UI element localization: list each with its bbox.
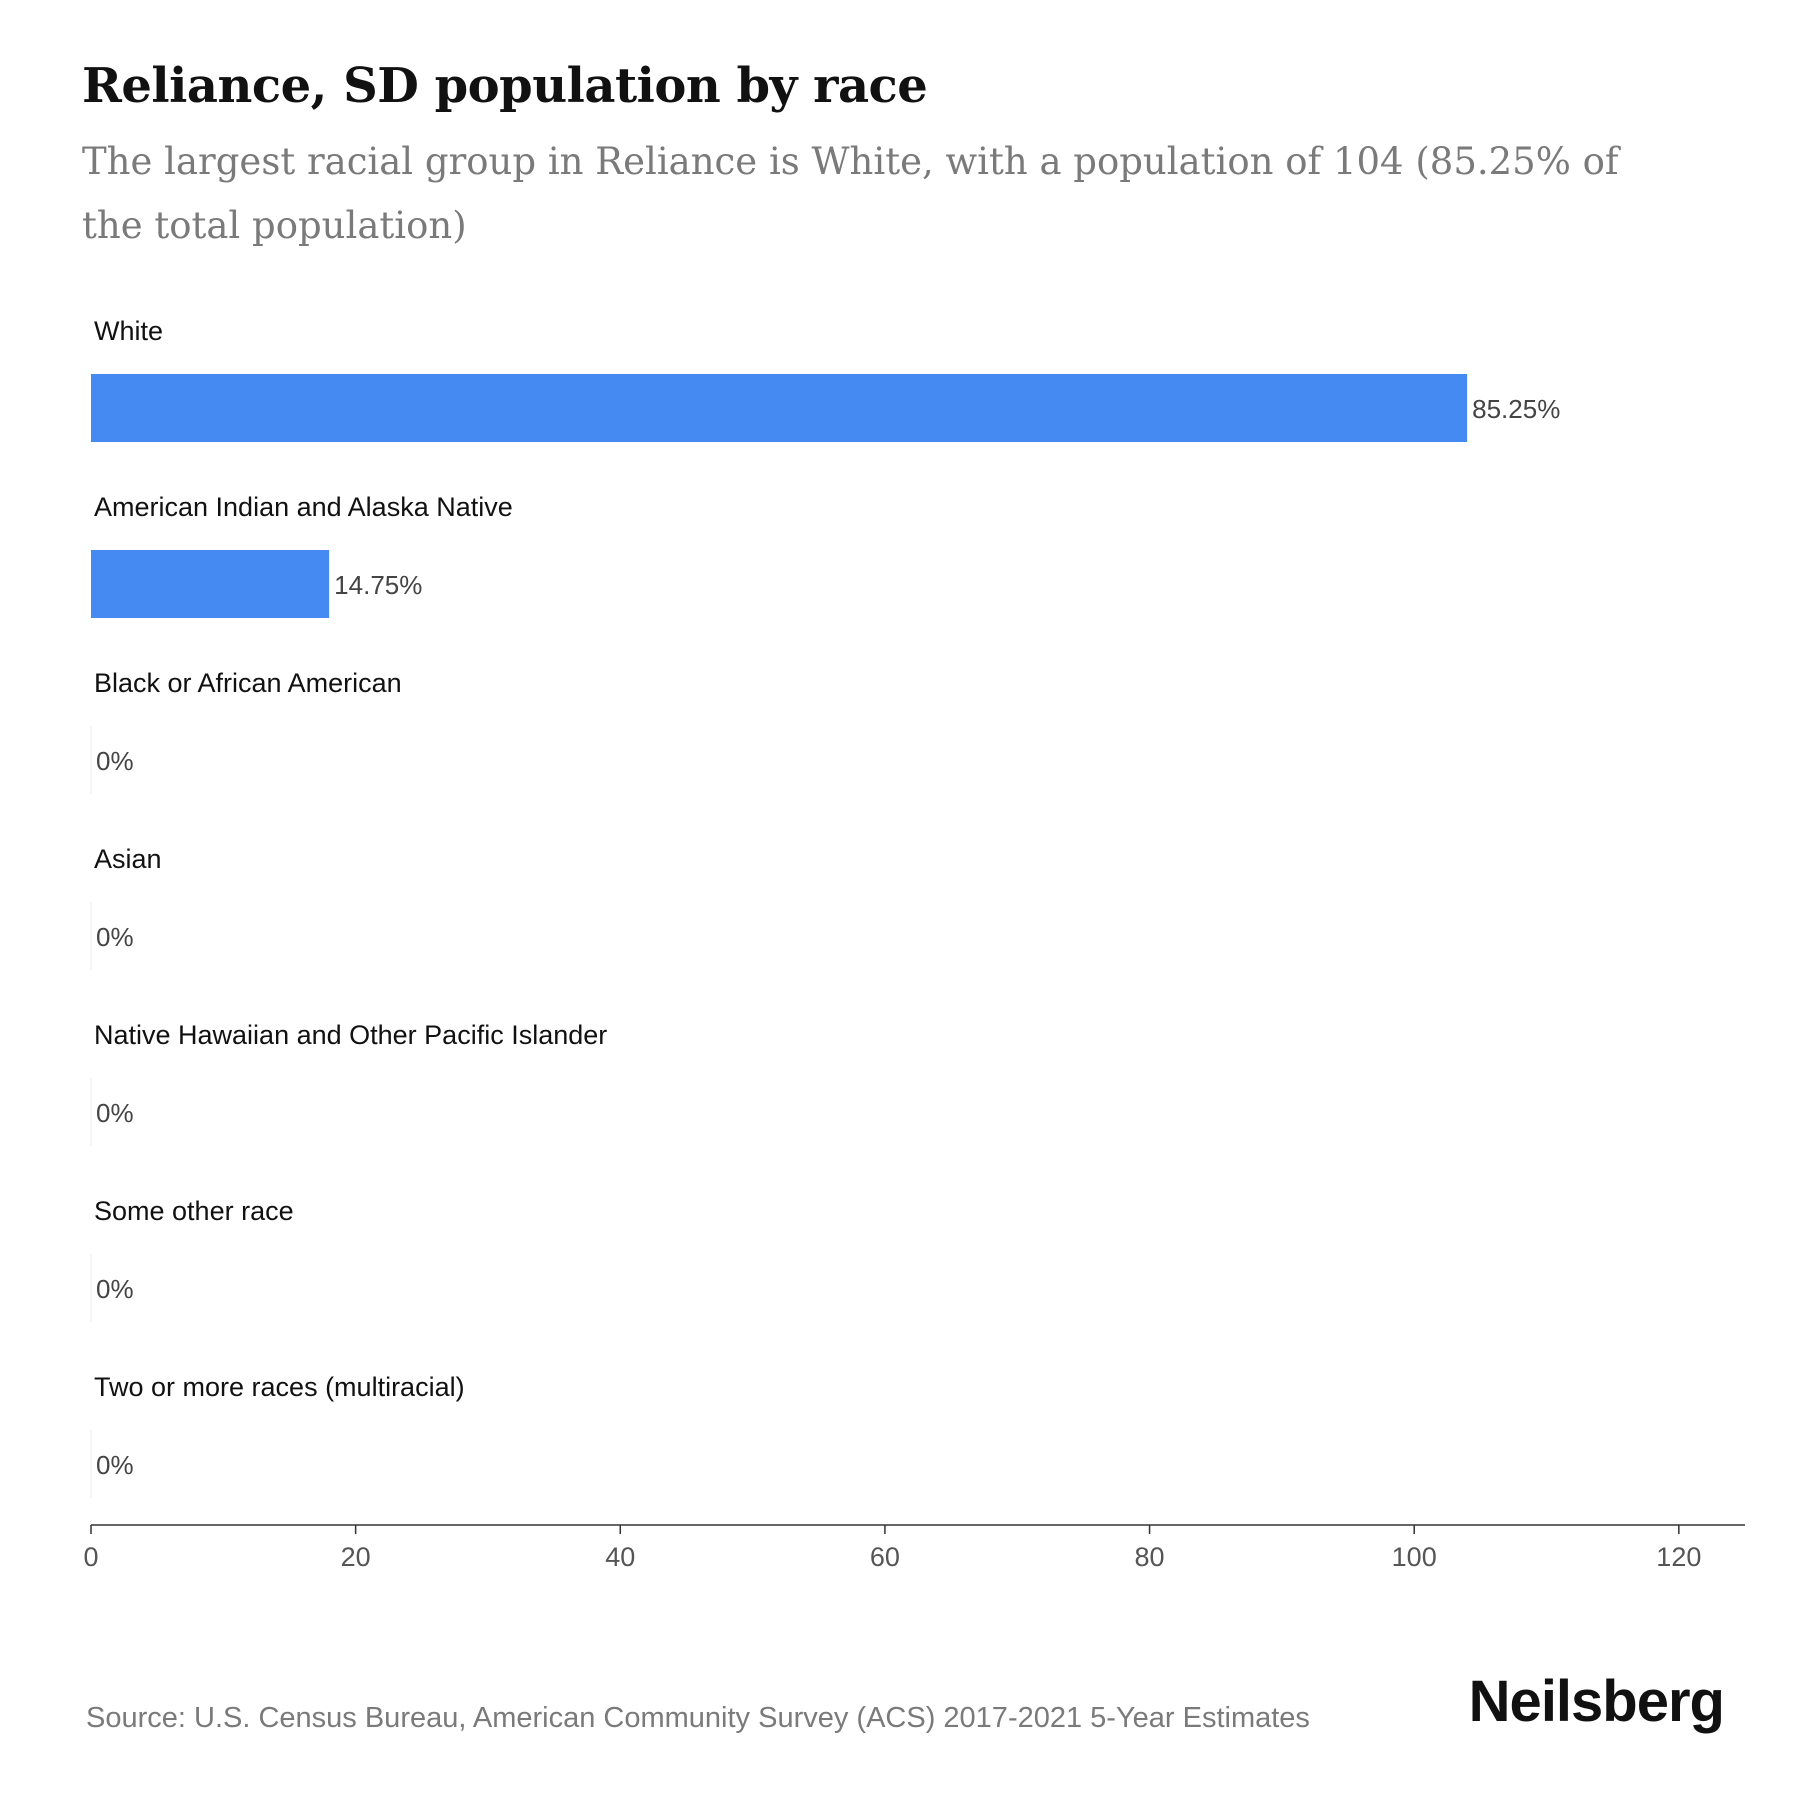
- category-label: Black or African American: [94, 668, 402, 698]
- x-tick-label: 80: [1135, 1542, 1165, 1572]
- data-label: 14.75%: [334, 570, 422, 600]
- category-label: American Indian and Alaska Native: [94, 492, 513, 522]
- x-tick-label: 20: [341, 1542, 371, 1572]
- bar: [91, 550, 330, 618]
- chart-subtitle: The largest racial group in Reliance is …: [82, 140, 1619, 247]
- chart-title: Reliance, SD population by race: [82, 58, 928, 114]
- source-note: Source: U.S. Census Bureau, American Com…: [86, 1702, 1310, 1734]
- data-label: 0%: [96, 1450, 134, 1480]
- data-label: 0%: [96, 1098, 134, 1128]
- category-label: Native Hawaiian and Other Pacific Island…: [94, 1020, 607, 1050]
- category-label: Asian: [94, 844, 162, 874]
- category-label: Two or more races (multiracial): [94, 1372, 465, 1402]
- data-label: 85.25%: [1472, 394, 1560, 424]
- x-tick-label: 0: [83, 1542, 98, 1572]
- bar: [91, 374, 1468, 442]
- x-tick-label: 40: [605, 1542, 635, 1572]
- data-label: 0%: [96, 1274, 134, 1304]
- brand-logo: Neilsberg: [1468, 1669, 1725, 1734]
- data-label: 0%: [96, 746, 134, 776]
- x-tick-label: 100: [1392, 1542, 1437, 1572]
- category-label: Some other race: [94, 1196, 294, 1226]
- x-tick-label: 60: [870, 1542, 900, 1572]
- x-tick-label: 120: [1656, 1542, 1701, 1572]
- data-label: 0%: [96, 922, 134, 952]
- category-label: White: [94, 316, 163, 346]
